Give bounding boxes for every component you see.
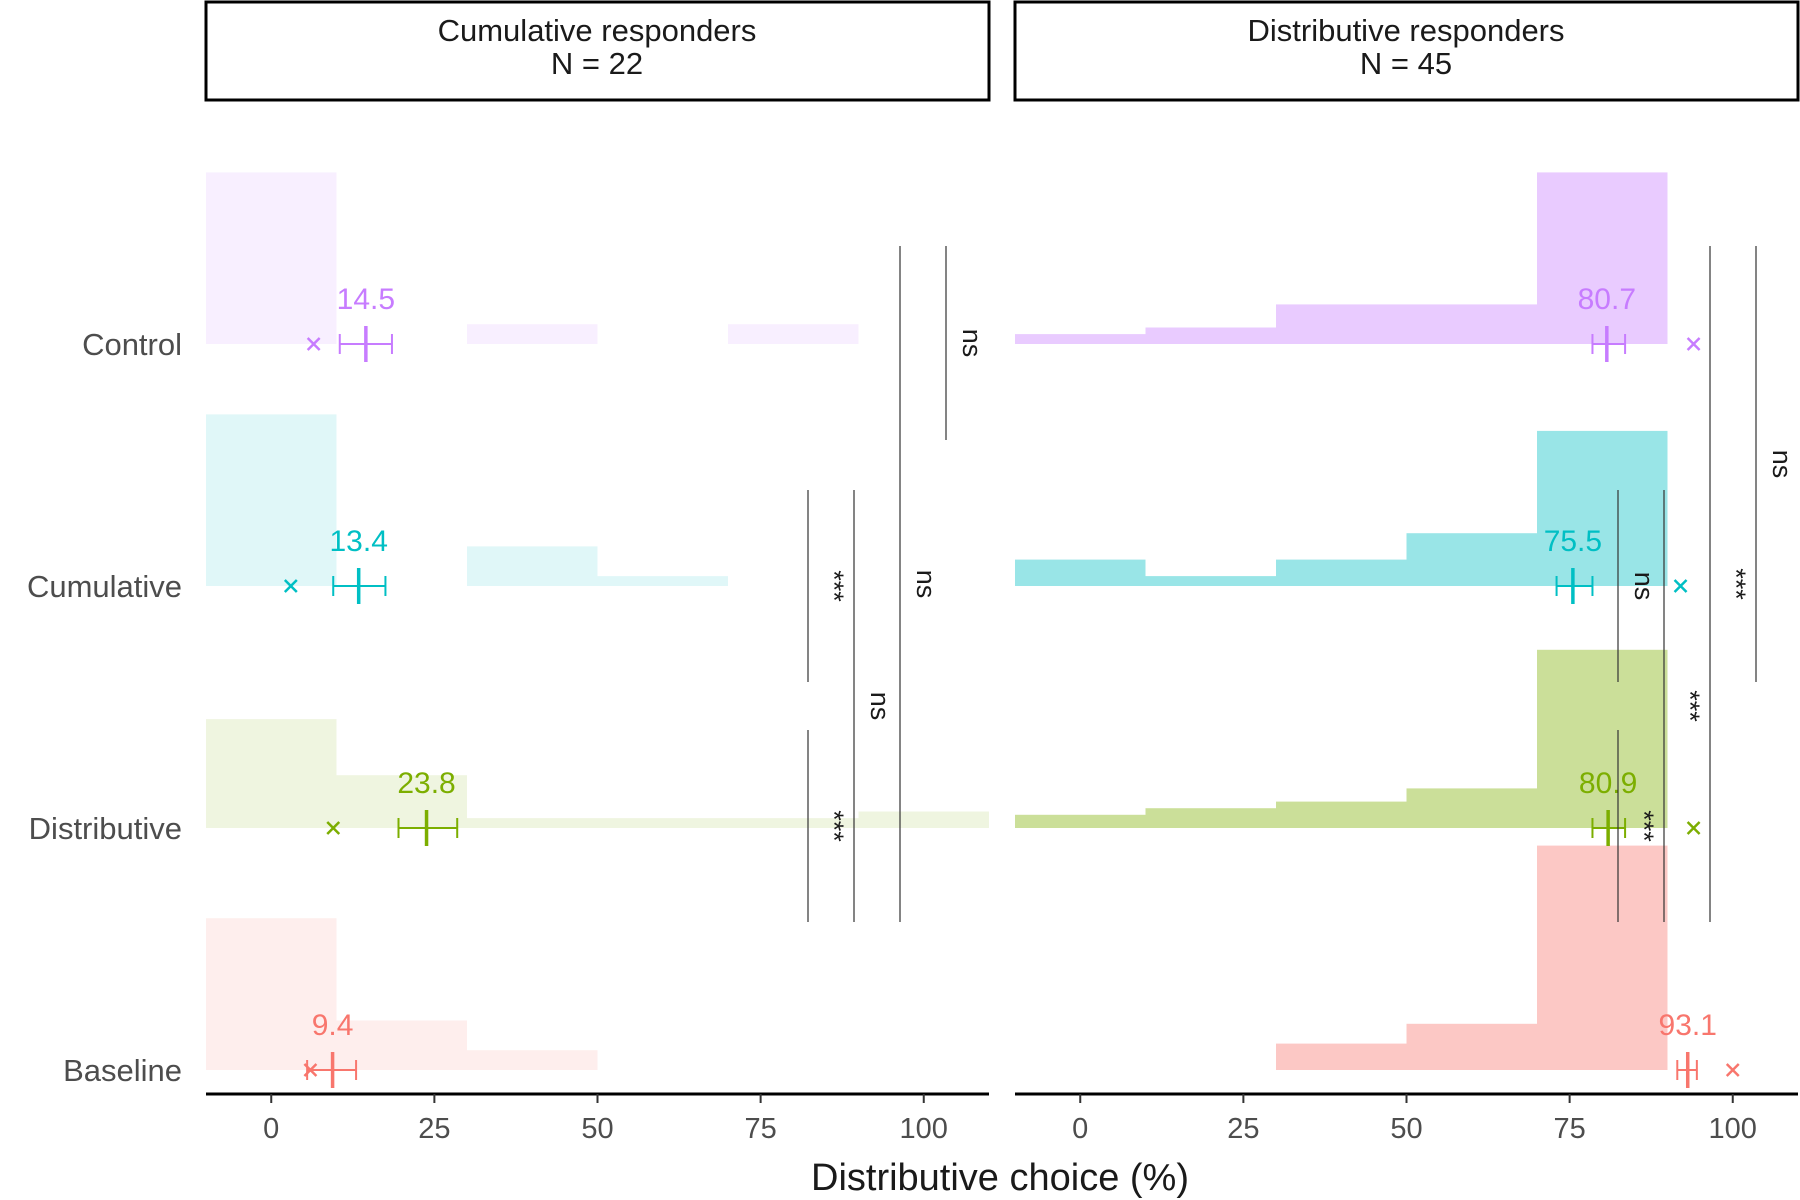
histogram-bar-distributive-3 <box>1406 788 1537 828</box>
category-label-control: Control <box>82 327 182 362</box>
mean-label-distributive: 80.9 <box>1579 767 1637 800</box>
median-cross-b-control <box>306 337 321 351</box>
histogram-bar-baseline-1 <box>336 1020 467 1070</box>
histogram-bar-control-2 <box>1276 304 1407 344</box>
histogram-bar-cumulative-1 <box>1145 576 1276 586</box>
mean-label-cumulative: 13.4 <box>329 525 387 558</box>
x-axis-title: Distributive choice (%) <box>811 1157 1189 1199</box>
mean-label-distributive: 23.8 <box>397 767 455 800</box>
x-tick-label-75: 75 <box>1553 1113 1585 1145</box>
sig-label-4: ns <box>1767 450 1797 479</box>
histogram-bar-distributive-4 <box>728 818 859 828</box>
strip-left-title: Cumulative responders <box>438 13 757 48</box>
histogram-bar-control-3 <box>1406 304 1537 344</box>
sig-label-0: *** <box>819 810 849 842</box>
median-cross-b-control <box>1686 337 1701 351</box>
strip-right-n: N = 45 <box>1360 46 1452 81</box>
histogram-bar-control-4 <box>1537 172 1668 344</box>
x-tick-label-0: 0 <box>1072 1113 1088 1145</box>
sig-label-1: ns <box>1629 572 1659 601</box>
median-cross-b-cumulative <box>1673 579 1688 593</box>
sig-label-3: *** <box>1721 568 1751 600</box>
histogram-bar-control-1 <box>1145 327 1276 344</box>
histogram-bar-cumulative-4 <box>1537 430 1668 586</box>
histogram-bar-cumulative-0 <box>1015 559 1146 586</box>
histogram-bar-cumulative-3 <box>597 576 728 586</box>
strip-right-box <box>1013 0 1800 102</box>
mean-label-baseline: 93.1 <box>1659 1009 1717 1042</box>
sig-label-1: *** <box>819 570 849 602</box>
x-tick-label-25: 25 <box>1227 1113 1259 1145</box>
median-cross-b-cumulative <box>283 579 298 593</box>
median-cross-b-baseline <box>303 1063 318 1077</box>
x-tick-label-100: 100 <box>900 1113 948 1145</box>
sig-label-2: ns <box>865 692 895 721</box>
x-tick-label-75: 75 <box>744 1113 776 1145</box>
histogram-bar-distributive-3 <box>597 818 728 828</box>
histogram-bar-cumulative-3 <box>1406 533 1537 586</box>
y-axis-labels: Control Cumulative Distributive Baseline <box>27 327 182 1088</box>
sig-label-2: *** <box>1675 690 1705 722</box>
mean-label-cumulative: 75.5 <box>1544 525 1602 558</box>
x-tick-label-100: 100 <box>1709 1113 1757 1145</box>
histogram-bar-distributive-2 <box>1276 801 1407 828</box>
sig-label-0: *** <box>1629 810 1659 842</box>
category-label-distributive: Distributive <box>29 811 182 846</box>
histogram-bar-distributive-4 <box>1537 649 1668 828</box>
histogram-bar-control-0 <box>206 172 337 344</box>
panel-cumulative-responders: 14.5 13.4 23.8 9.4 0 25 50 75 100 *** *** ns ns ns <box>206 172 989 1145</box>
strip-right: Distributive responders N = 45 <box>1013 0 1800 102</box>
median-cross-b-distributive <box>1686 821 1701 835</box>
x-tick-label-50: 50 <box>581 1113 613 1145</box>
histogram-bar-distributive-5 <box>858 811 989 828</box>
mean-label-control: 80.7 <box>1578 283 1636 316</box>
histogram-bar-baseline-2 <box>467 1050 598 1070</box>
histogram-bar-distributive-2 <box>467 818 598 828</box>
histogram-bar-baseline-4 <box>1537 845 1668 1070</box>
histogram-bar-distributive-0 <box>1015 814 1146 828</box>
category-label-baseline: Baseline <box>63 1053 182 1088</box>
histogram-bar-control-0 <box>1015 334 1146 344</box>
histogram-bar-baseline-3 <box>1406 1023 1537 1070</box>
sig-label-4: ns <box>957 329 987 358</box>
panel-distributive-responders: 80.7 75.5 80.9 93.1 0 25 50 75 100 *** ns *** *** ns <box>1015 172 1798 1145</box>
histogram-bar-cumulative-0 <box>206 414 337 586</box>
histogram-bar-cumulative-2 <box>1276 559 1407 586</box>
x-tick-label-0: 0 <box>263 1113 279 1145</box>
x-tick-label-25: 25 <box>418 1113 450 1145</box>
strip-left: Cumulative responders N = 22 <box>204 0 991 102</box>
histogram-bar-distributive-1 <box>336 775 467 828</box>
strip-left-box <box>204 0 991 102</box>
mean-label-control: 14.5 <box>337 283 395 316</box>
histogram-bar-baseline-2 <box>1276 1043 1407 1070</box>
histogram-bar-distributive-1 <box>1145 808 1276 828</box>
mean-label-baseline: 9.4 <box>312 1009 354 1042</box>
strip-right-title: Distributive responders <box>1247 13 1564 48</box>
sig-label-3: ns <box>911 570 941 599</box>
category-label-cumulative: Cumulative <box>27 569 182 604</box>
histogram-bar-baseline-0 <box>206 918 337 1070</box>
histogram-bar-cumulative-2 <box>467 546 598 586</box>
histogram-bar-distributive-0 <box>206 719 337 828</box>
median-cross-b-distributive <box>326 821 341 835</box>
median-cross-b-baseline <box>1725 1063 1740 1077</box>
histogram-bar-control-2 <box>467 324 598 344</box>
strip-left-n: N = 22 <box>551 46 643 81</box>
x-tick-label-50: 50 <box>1390 1113 1422 1145</box>
histogram-bar-control-4 <box>728 324 859 344</box>
